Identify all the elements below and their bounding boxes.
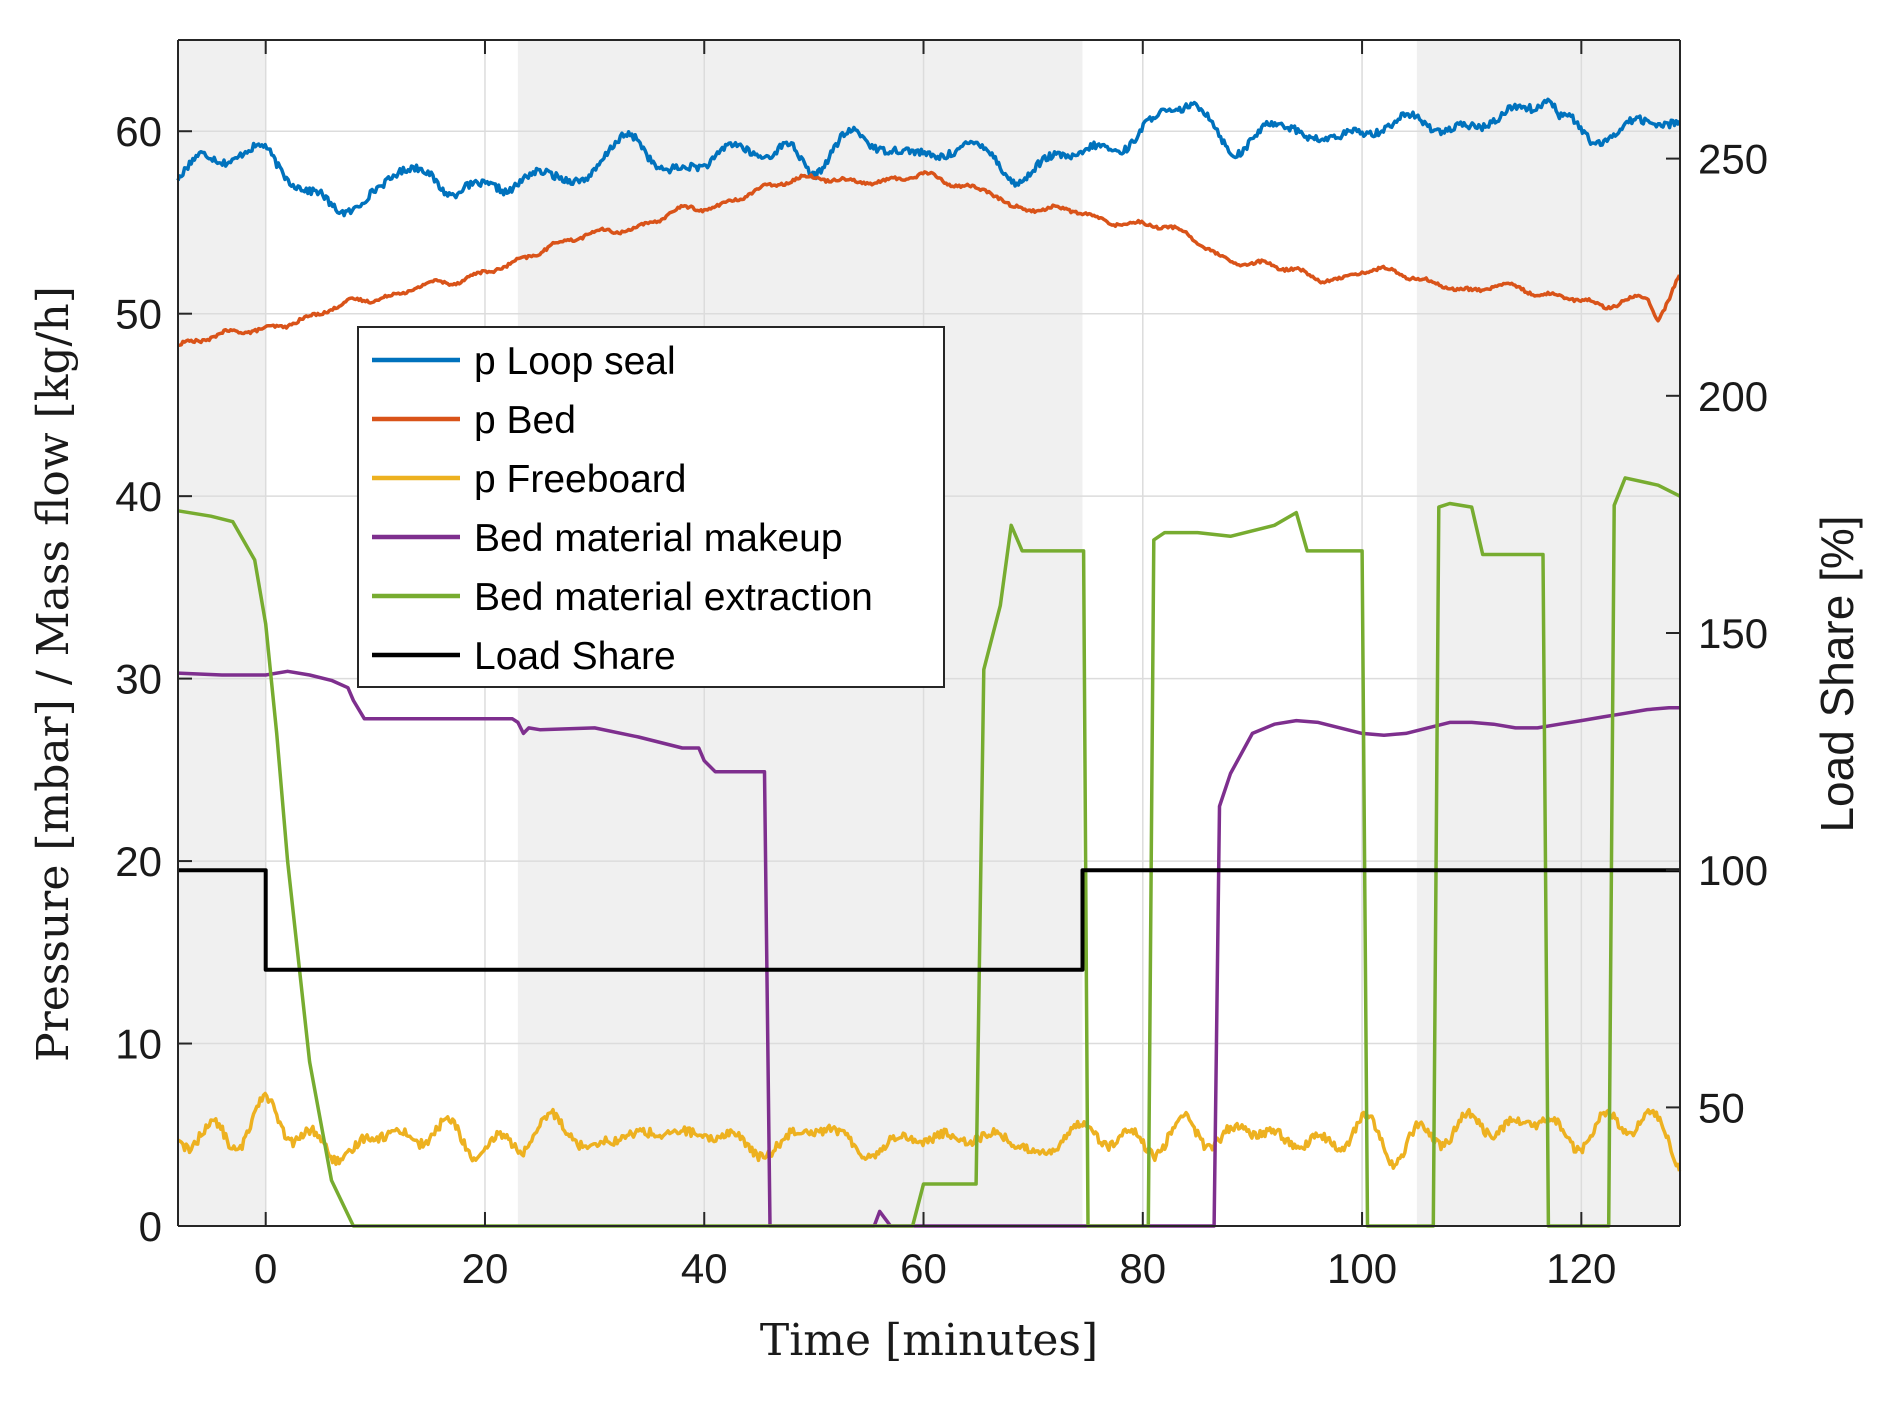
- x-tick-label: 20: [462, 1245, 509, 1292]
- y-tick-label-left: 40: [115, 473, 162, 520]
- shaded-interval-0: [178, 40, 266, 1226]
- legend-box: [357, 326, 945, 688]
- tick-labels: 0 20 40 60 80 100 120 0 10 20 30 40 50 60 50 100 150 200 2…: [115, 108, 1768, 1292]
- y-tick-label-left: 60: [115, 108, 162, 155]
- legend-label-loop-seal: p Loop seal: [474, 340, 676, 383]
- y-tick-label-right: 50: [1698, 1084, 1745, 1131]
- legend-entries: p Loop seal p Bed p Freeboard Bed material …: [372, 340, 873, 678]
- y-tick-label-right: 100: [1698, 847, 1768, 894]
- legend-label-load-share: Load Share: [474, 635, 676, 678]
- y-tick-label-right: 200: [1698, 373, 1768, 420]
- y-tick-label-left: 10: [115, 1021, 162, 1068]
- y-axis-right-title: Load Share [%]: [1811, 515, 1863, 832]
- series-layer: [176, 97, 1682, 1228]
- y-tick-label-right: 250: [1698, 136, 1768, 183]
- axes: [177, 39, 1681, 1227]
- legend-label-bed-material-extraction: Bed material extraction: [474, 576, 873, 619]
- series-line-bed: [177, 170, 1682, 348]
- series-line-loop-seal: [176, 97, 1682, 218]
- y-tick-label-right: 150: [1698, 610, 1768, 657]
- x-tick-label: 100: [1327, 1245, 1397, 1292]
- legend-label-bed: p Bed: [474, 399, 576, 442]
- legend-label-freeboard: p Freeboard: [474, 458, 686, 501]
- y-tick-label-left: 50: [115, 291, 162, 338]
- x-tick-label: 120: [1546, 1245, 1616, 1292]
- series-line-load-share: [178, 868, 1680, 972]
- y-tick-label-left: 0: [139, 1203, 162, 1250]
- y-tick-label-left: 20: [115, 838, 162, 885]
- x-axis-title: Time [minutes]: [760, 1315, 1098, 1366]
- legend: p Loop seal p Bed p Freeboard Bed material …: [357, 326, 945, 688]
- series-line-bed-material-extraction: [177, 476, 1681, 1228]
- x-tick-label: 60: [900, 1245, 947, 1292]
- series-line-freeboard: [177, 1091, 1682, 1172]
- series-line-bed-material-makeup: [177, 669, 1680, 1228]
- legend-label-bed-material-makeup: Bed material makeup: [474, 517, 843, 560]
- x-tick-label: 80: [1119, 1245, 1166, 1292]
- y-axis-left-title: Pressure [mbar] / Mass flow [kg/h]: [28, 286, 79, 1062]
- x-tick-label: 0: [254, 1245, 277, 1292]
- y-tick-label-left: 30: [115, 656, 162, 703]
- x-tick-label: 40: [681, 1245, 728, 1292]
